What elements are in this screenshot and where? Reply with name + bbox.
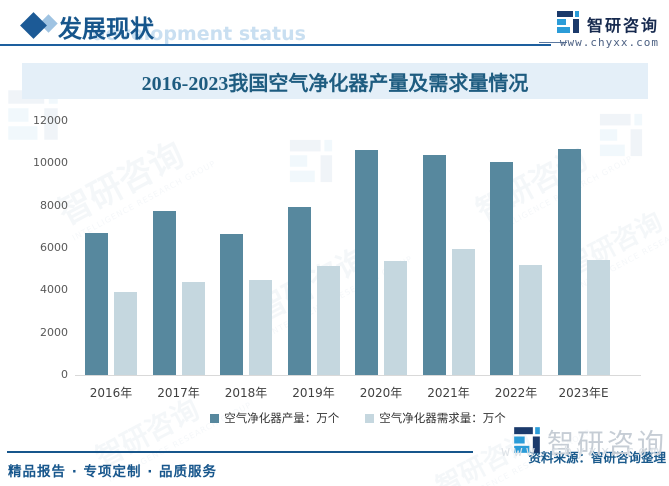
watermark-url: www.chyxx.com [501,444,663,460]
x-axis-label: 2022年 [494,386,538,400]
bar-demand-2018年 [249,279,272,375]
legend-item-production: 空气净化器产量：万个 [210,410,339,426]
chart-title: 2016-2023我国空气净化器产量及需求量情况 [141,72,529,95]
y-axis-tick-label: 8000 [40,198,68,212]
header-divider [0,44,551,46]
data-source-text: 资料来源：智研咨询整理 [528,450,666,465]
y-axis-tick-label: 0 [61,368,68,381]
footer-divider [7,451,473,453]
bar-demand-2021年 [451,249,475,375]
chart-title-band: 2016-2023我国空气净化器产量及需求量情况 [22,63,648,99]
footer-watermark: 智研咨询 [513,422,667,461]
x-axis-label: 2023年E [558,386,609,400]
bar-production-2019年 [287,206,311,375]
header-ghost-text: development status [92,23,306,45]
bar-demand-2017年 [181,281,205,375]
legend-swatch-icon [210,413,220,423]
watermark-logo-icon [513,426,541,458]
x-axis-label: 2016年 [89,386,133,400]
bar-production-2017年 [152,210,176,375]
bar-demand-2016年 [114,292,137,375]
bar-production-2018年 [220,234,243,375]
x-axis-label: 2019年 [292,386,335,400]
bar-production-2022年 [490,162,513,375]
y-axis-tick-label: 12000 [33,114,68,127]
bar-production-2021年 [422,154,446,375]
watermark-brand-name: 智研咨询 [547,429,667,460]
brand-url: www.chyxx.com [559,36,659,49]
legend-label: 空气净化器需求量：万个 [379,411,506,425]
legend-swatch-icon [365,413,375,423]
brand: 智研咨询 [556,10,659,38]
bar-demand-2020年 [384,260,407,375]
bar-demand-2019年 [316,265,340,375]
legend-item-demand: 空气净化器需求量：万个 [365,410,506,426]
y-axis-tick-label: 10000 [33,156,68,170]
brand-name: 智研咨询 [586,16,659,35]
bar-production-2016年 [85,233,108,375]
x-axis-line [75,375,641,376]
brand-logo-icon [556,10,580,38]
y-axis-tick-label: 4000 [40,283,68,297]
y-axis-tick-label: 6000 [40,241,68,254]
brand-divider [539,42,567,43]
y-axis-tick-label: 2000 [40,325,68,339]
footer-tagline: 精品报告 · 专项定制 · 品质服务 [8,464,218,480]
header: development status 发展现状 智研咨询 www.chyxx.c… [0,0,669,49]
bar-demand-2023年E [586,259,610,375]
bar-production-2023年E [557,148,581,375]
x-axis-label: 2020年 [359,386,403,400]
page-title: 发展现状 [58,15,154,43]
x-axis-label: 2017年 [157,386,200,400]
bar-production-2020年 [355,149,378,375]
x-axis-label: 2021年 [427,386,470,400]
x-axis-label: 2018年 [224,386,268,400]
chart-legend: 空气净化器产量：万个 空气净化器需求量：万个 [75,410,641,426]
footer: 智研咨询 www.chyxx.com 资料来源：智研咨询整理 精品报告 · 专项… [0,426,669,486]
bar-demand-2022年 [519,264,542,375]
legend-label: 空气净化器产量：万个 [224,411,340,425]
